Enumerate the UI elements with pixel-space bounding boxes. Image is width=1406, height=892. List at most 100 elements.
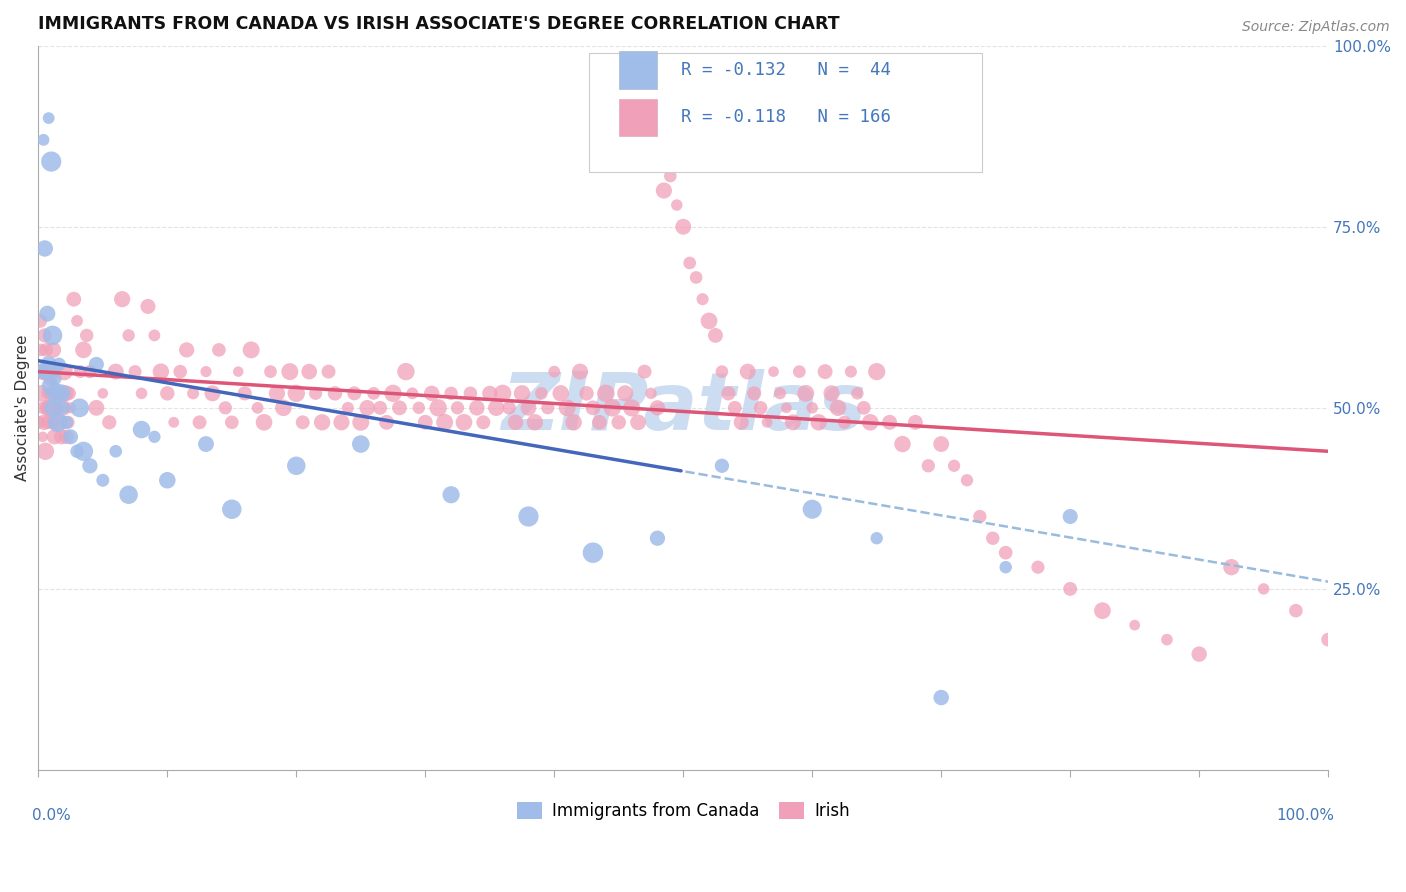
Point bbox=[943, 458, 966, 473]
Point bbox=[692, 292, 714, 306]
Point bbox=[48, 357, 70, 371]
Point bbox=[569, 365, 592, 379]
Point bbox=[117, 328, 139, 343]
Point bbox=[1156, 632, 1178, 647]
Point bbox=[278, 365, 301, 379]
Point bbox=[176, 343, 198, 357]
Point bbox=[1220, 560, 1243, 574]
Point bbox=[163, 415, 186, 429]
Point bbox=[724, 401, 747, 415]
Point bbox=[104, 365, 127, 379]
Point bbox=[749, 401, 772, 415]
Point bbox=[685, 270, 707, 285]
Point bbox=[433, 415, 456, 429]
Point bbox=[311, 415, 333, 429]
Point bbox=[350, 415, 373, 429]
Point bbox=[42, 386, 65, 401]
Point bbox=[42, 401, 65, 415]
Point bbox=[336, 401, 359, 415]
Point bbox=[323, 386, 346, 401]
Point bbox=[208, 343, 231, 357]
Point bbox=[994, 546, 1017, 560]
Point bbox=[273, 401, 295, 415]
Point bbox=[904, 415, 927, 429]
Point bbox=[401, 386, 423, 401]
Point bbox=[169, 365, 191, 379]
Point bbox=[537, 401, 560, 415]
Point bbox=[45, 386, 67, 401]
Point bbox=[350, 437, 373, 451]
Point bbox=[1026, 560, 1049, 574]
Point bbox=[492, 386, 515, 401]
Point bbox=[510, 386, 533, 401]
Point bbox=[55, 386, 77, 401]
Point bbox=[647, 401, 669, 415]
Point bbox=[607, 415, 630, 429]
Point bbox=[195, 365, 218, 379]
Point bbox=[304, 386, 326, 401]
Point bbox=[86, 357, 108, 371]
Point bbox=[762, 365, 785, 379]
Point bbox=[41, 328, 63, 343]
Point bbox=[58, 386, 80, 401]
Point bbox=[156, 473, 179, 487]
Point bbox=[633, 365, 655, 379]
Point bbox=[820, 386, 842, 401]
Point bbox=[595, 386, 617, 401]
Point bbox=[66, 444, 89, 458]
Point bbox=[717, 386, 740, 401]
Point bbox=[343, 386, 366, 401]
Point bbox=[91, 473, 114, 487]
Point bbox=[498, 401, 520, 415]
Point bbox=[30, 314, 52, 328]
Point bbox=[363, 386, 385, 401]
Point bbox=[794, 386, 817, 401]
Point bbox=[562, 415, 585, 429]
Point bbox=[181, 386, 204, 401]
Point bbox=[647, 531, 669, 545]
Point bbox=[879, 415, 901, 429]
Point bbox=[1350, 662, 1372, 676]
Point bbox=[143, 430, 166, 444]
Point bbox=[382, 386, 405, 401]
Point bbox=[131, 423, 153, 437]
Point bbox=[550, 386, 572, 401]
FancyBboxPatch shape bbox=[619, 52, 658, 89]
Point bbox=[446, 401, 468, 415]
Point bbox=[704, 328, 727, 343]
Point bbox=[730, 415, 752, 429]
Point bbox=[620, 401, 643, 415]
Point bbox=[69, 365, 91, 379]
Point bbox=[86, 401, 108, 415]
Point bbox=[31, 386, 53, 401]
Point bbox=[969, 509, 991, 524]
Point bbox=[807, 415, 830, 429]
Point bbox=[420, 386, 443, 401]
Point bbox=[221, 415, 243, 429]
Point bbox=[72, 444, 94, 458]
Point bbox=[627, 415, 650, 429]
Point bbox=[453, 415, 475, 429]
Point bbox=[737, 365, 759, 379]
Point bbox=[413, 415, 436, 429]
Point bbox=[79, 458, 101, 473]
Point bbox=[37, 307, 59, 321]
Text: IMMIGRANTS FROM CANADA VS IRISH ASSOCIATE'S DEGREE CORRELATION CHART: IMMIGRANTS FROM CANADA VS IRISH ASSOCIAT… bbox=[38, 15, 839, 33]
Point bbox=[852, 401, 875, 415]
Point bbox=[38, 357, 60, 371]
Point bbox=[32, 365, 55, 379]
Point bbox=[44, 430, 66, 444]
Point bbox=[827, 401, 849, 415]
Text: Source: ZipAtlas.com: Source: ZipAtlas.com bbox=[1241, 20, 1389, 34]
Point bbox=[53, 401, 76, 415]
Point bbox=[742, 386, 765, 401]
Point bbox=[188, 415, 211, 429]
FancyBboxPatch shape bbox=[589, 53, 983, 172]
Text: R = -0.118   N = 166: R = -0.118 N = 166 bbox=[681, 108, 890, 127]
Point bbox=[37, 415, 59, 429]
Point bbox=[46, 415, 69, 429]
Point bbox=[98, 415, 121, 429]
Point bbox=[1091, 604, 1114, 618]
Point bbox=[866, 531, 889, 545]
Point bbox=[221, 502, 243, 516]
